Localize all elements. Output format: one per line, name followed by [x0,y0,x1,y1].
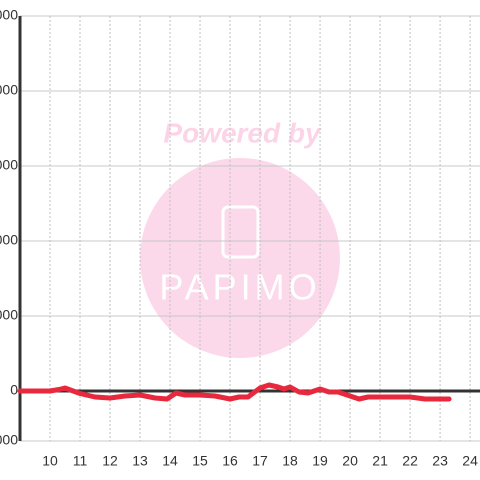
y-tick-label: 30,000 [0,307,18,323]
watermark-text: Powered by [163,117,322,148]
y-tick-label: 120,000 [0,82,18,98]
plot: -20,000 0 30,000 60,000 90,000 120,000 150,000… [0,7,480,469]
x-tick-label: 15 [192,453,208,469]
x-tick-label: 16 [222,453,238,469]
watermark-icon [221,205,260,259]
x-tick-label: 24 [462,453,478,469]
y-tick-label: 60,000 [0,232,18,248]
x-tick-label: 13 [132,453,148,469]
x-tick-label: 20 [342,453,358,469]
y-tick-label: -20,000 [0,432,18,448]
y-tick-label: 90,000 [0,157,18,173]
y-tick-label: 0 [10,382,18,398]
watermark-logo: PAPIMO [159,267,320,308]
x-tick-label: 23 [432,453,448,469]
x-tick-label: 14 [162,453,178,469]
x-tick-label: 17 [252,453,268,469]
x-tick-label: 22 [402,453,418,469]
x-tick-label: 19 [312,453,328,469]
x-tick-label: 12 [102,453,118,469]
x-tick-label: 10 [42,453,58,469]
x-tick-label: 18 [282,453,298,469]
x-tick-label: 11 [73,453,88,469]
x-tick-label: 21 [372,453,388,469]
y-tick-label: 150,000 [0,7,18,23]
data-line [17,382,452,402]
